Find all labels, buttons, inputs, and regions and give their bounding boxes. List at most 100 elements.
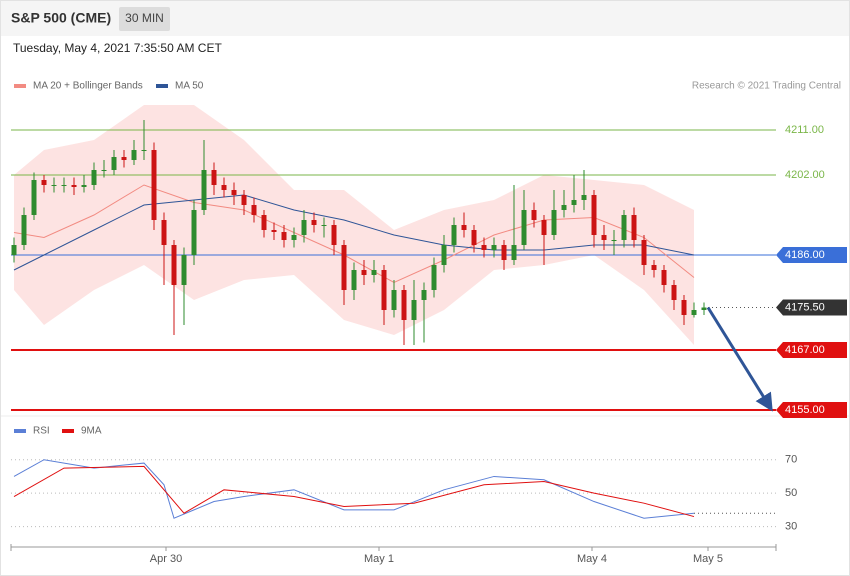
y-tick-label: 50 bbox=[785, 487, 797, 499]
candle-body bbox=[541, 220, 547, 235]
candle-body bbox=[271, 230, 277, 232]
candle-body bbox=[341, 245, 347, 290]
candle-body bbox=[641, 240, 647, 265]
candle-body bbox=[621, 215, 627, 240]
candle-body bbox=[11, 245, 17, 255]
candle-body bbox=[331, 225, 337, 245]
candle-body bbox=[181, 255, 187, 285]
candle-body bbox=[51, 185, 57, 186]
candle-body bbox=[671, 285, 677, 300]
candle-body bbox=[471, 230, 477, 245]
forecast-arrow bbox=[706, 306, 773, 412]
chart-title: S&P 500 (CME) bbox=[11, 10, 111, 26]
candle-body bbox=[311, 220, 317, 225]
candle-body bbox=[231, 190, 237, 195]
candle-body bbox=[501, 245, 507, 260]
candle-body bbox=[171, 245, 177, 285]
timeframe: 30 MIN bbox=[125, 11, 164, 25]
candle-body bbox=[381, 270, 387, 310]
legend-swatch bbox=[14, 429, 26, 433]
candle-body bbox=[431, 265, 437, 290]
candle-body bbox=[141, 150, 147, 151]
candle-body bbox=[251, 205, 257, 215]
candle-body bbox=[481, 245, 487, 250]
candle-body bbox=[531, 210, 537, 220]
candle-body bbox=[611, 240, 617, 241]
candle-body bbox=[351, 270, 357, 290]
candle-body bbox=[451, 225, 457, 245]
x-tick-label: Apr 30 bbox=[150, 553, 182, 565]
candle-body bbox=[461, 225, 467, 230]
legend-label: MA 50 bbox=[175, 81, 204, 92]
legend-label: 9MA bbox=[81, 426, 102, 437]
y-tick-label: 70 bbox=[785, 454, 797, 466]
level-label: 4175.50 bbox=[785, 301, 825, 313]
x-tick-label: May 4 bbox=[577, 553, 607, 565]
candle-body bbox=[261, 215, 267, 230]
legend-swatch bbox=[156, 84, 168, 88]
candle-body bbox=[291, 235, 297, 240]
candle-body bbox=[411, 300, 417, 320]
y-tick-label: 30 bbox=[785, 521, 797, 533]
level-tag bbox=[776, 402, 847, 418]
candle-body bbox=[41, 180, 47, 185]
candle-body bbox=[681, 300, 687, 315]
legend-swatch bbox=[14, 84, 26, 88]
candle-body bbox=[571, 200, 577, 205]
candle-body bbox=[441, 245, 447, 265]
x-tick-label: May 1 bbox=[364, 553, 394, 565]
candle-body bbox=[371, 270, 377, 275]
level-label: 4202.00 bbox=[785, 169, 825, 181]
candle-body bbox=[121, 157, 127, 160]
timeframe-badge bbox=[119, 7, 170, 31]
legend-label: RSI bbox=[33, 426, 50, 437]
level-tag bbox=[776, 342, 847, 358]
candle-body bbox=[701, 307, 707, 310]
level-tag bbox=[776, 247, 847, 263]
candle-body bbox=[561, 205, 567, 210]
candle-body bbox=[581, 195, 587, 200]
candle-body bbox=[161, 220, 167, 245]
candle-body bbox=[601, 235, 607, 240]
x-tick-label: May 5 bbox=[693, 553, 723, 565]
candle-body bbox=[211, 170, 217, 185]
timestamp: Tuesday, May 4, 2021 7:35:50 AM CET bbox=[13, 41, 222, 55]
candle-body bbox=[551, 210, 557, 235]
candle-body bbox=[661, 270, 667, 285]
legend-label: MA 20 + Bollinger Bands bbox=[33, 81, 143, 92]
level-label: 4211.00 bbox=[785, 124, 824, 136]
candle-body bbox=[631, 215, 637, 240]
candle-body bbox=[81, 185, 87, 187]
level-label: 4167.00 bbox=[785, 344, 825, 356]
candle-body bbox=[361, 270, 367, 275]
candle-body bbox=[281, 232, 287, 240]
candle-body bbox=[491, 245, 497, 250]
level-label: 4186.00 bbox=[785, 249, 825, 261]
indicator-line bbox=[13, 465, 695, 518]
candle-body bbox=[511, 245, 517, 260]
candle-body bbox=[241, 195, 247, 205]
candle-body bbox=[91, 170, 97, 185]
candle-body bbox=[21, 215, 27, 245]
credit: Research © 2021 Trading Central bbox=[692, 81, 841, 92]
candle-body bbox=[151, 150, 157, 220]
candle-body bbox=[131, 150, 137, 160]
candle-body bbox=[521, 210, 527, 245]
candle-body bbox=[71, 185, 77, 187]
candle-body bbox=[61, 185, 67, 186]
candle-body bbox=[191, 210, 197, 255]
candle-body bbox=[651, 265, 657, 270]
level-label: 4155.00 bbox=[785, 404, 825, 416]
candle-body bbox=[221, 185, 227, 190]
candle-body bbox=[401, 290, 407, 320]
candle-body bbox=[101, 170, 107, 171]
candle-body bbox=[301, 220, 307, 235]
legend-swatch bbox=[62, 429, 74, 433]
level-tag bbox=[776, 299, 847, 316]
candle-body bbox=[421, 290, 427, 300]
candle-body bbox=[321, 225, 327, 226]
candle-body bbox=[691, 310, 697, 315]
ma-line bbox=[13, 194, 695, 271]
